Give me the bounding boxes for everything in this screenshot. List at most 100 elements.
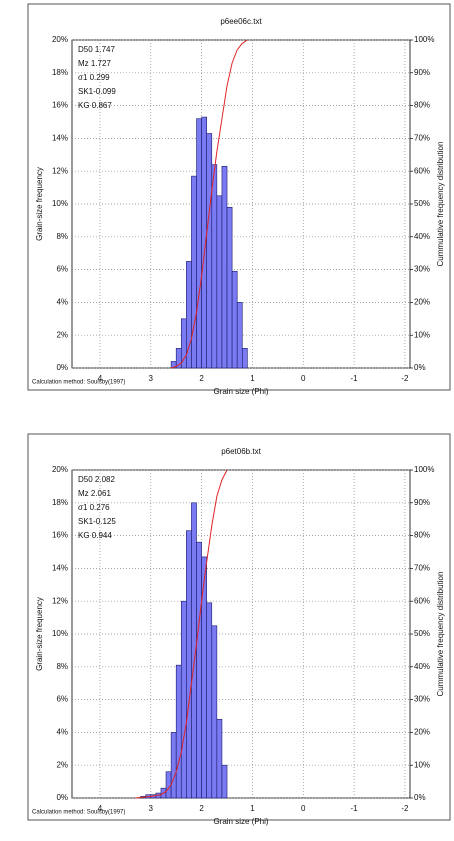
y-tick-label: 0% [56,793,68,802]
x-tick-label: 1 [250,374,255,383]
histogram-bar [180,600,187,799]
y-tick-label: 12% [52,166,68,175]
y-tick-label: 2% [56,330,68,339]
y-tick-label: 6% [56,265,68,274]
y-axis-label: Grain-size frequency [35,597,44,671]
histogram-bar [165,771,172,799]
y2-tick-label: 70% [414,134,430,143]
stat-label: σ1 0.276 [78,503,110,512]
y-tick-label: 8% [56,232,68,241]
cumulative-line [135,469,228,799]
histogram-bar [216,718,223,799]
y-tick-label: 14% [52,564,68,573]
histogram-bar [211,164,218,369]
x-axis-label: Grain size (Phi) [213,817,268,826]
y-tick-label: 10% [52,199,68,208]
histogram-bar [241,348,248,369]
y2-tick-label: 30% [414,695,430,704]
histogram-bar [180,318,187,369]
y2-tick-label: 90% [414,498,430,507]
y2-tick-label: 80% [414,531,430,540]
y-tick-label: 14% [52,134,68,143]
y-tick-label: 4% [56,728,68,737]
y2-tick-label: 90% [414,68,430,77]
y2-tick-label: 60% [414,596,430,605]
x-tick-label: -1 [351,804,359,813]
histogram-bar [226,206,233,369]
stat-label: D50 1.747 [78,45,115,54]
y2-tick-label: 20% [414,298,430,307]
chart-title: p6et06b.txt [221,447,261,456]
y2-tick-label: 70% [414,564,430,573]
stat-label: Mz 1.727 [78,59,111,68]
y2-axis-label: Cummulative frequency distribution [436,142,445,267]
y-tick-label: 20% [52,35,68,44]
histogram-bar [236,302,243,369]
y2-tick-label: 30% [414,265,430,274]
stat-label: σ1 0.299 [78,73,110,82]
y-tick-label: 12% [52,596,68,605]
y-tick-label: 16% [52,101,68,110]
y-tick-label: 8% [56,662,68,671]
x-tick-label: 4 [98,804,103,813]
histogram-bar [196,541,202,799]
y-tick-label: 10% [52,629,68,638]
y2-tick-label: 60% [414,166,430,175]
histogram-bar [206,602,213,799]
x-tick-label: -2 [401,374,409,383]
x-tick-label: -2 [401,804,409,813]
histogram-bar [211,625,218,799]
x-tick-label: 0 [301,374,306,383]
stat-label: KG 0.944 [78,531,112,540]
y-tick-label: 4% [56,298,68,307]
x-tick-label: 0 [301,804,306,813]
cumulative-line [170,39,248,369]
y2-tick-label: 0% [414,793,426,802]
y-tick-label: 20% [52,465,68,474]
x-axis-label: Grain size (Phi) [213,387,268,396]
x-tick-label: -1 [351,374,359,383]
method-note: Calculation method: Soulsby(1997) [32,380,125,386]
chart-frame [27,3,451,391]
stat-label: Mz 2.061 [78,489,111,498]
y-tick-label: 6% [56,695,68,704]
y-axis-label: Grain-size frequency [35,167,44,241]
y2-tick-label: 40% [414,232,430,241]
y-tick-label: 0% [56,363,68,372]
y-tick-label: 2% [56,760,68,769]
y2-axis-label: Cummulative frequency distribution [436,572,445,697]
histogram-bar [231,270,238,369]
stat-label: SK1-0.099 [78,87,116,96]
y2-tick-label: 100% [414,465,434,474]
x-tick-label: 1 [250,804,255,813]
x-tick-label: 2 [199,804,204,813]
method-note: Calculation method: Soulsby(1997) [32,810,125,816]
y2-tick-label: 10% [414,330,430,339]
histogram-bar [196,118,202,369]
y2-tick-label: 0% [414,363,426,372]
y2-tick-label: 20% [414,728,430,737]
histogram-bar [216,195,223,369]
histogram-bar [221,764,228,799]
y-tick-label: 16% [52,531,68,540]
y2-tick-label: 100% [414,35,434,44]
y2-tick-label: 40% [414,662,430,671]
stat-label: KG 0.867 [78,101,112,110]
histogram-bar [191,175,197,369]
x-tick-label: 4 [98,374,103,383]
stat-label: D50 2.082 [78,475,115,484]
y-tick-label: 18% [52,68,68,77]
y-tick-label: 18% [52,498,68,507]
stat-label: SK1-0.125 [78,517,116,526]
x-tick-label: 2 [199,374,204,383]
chart-title: p6ee06c.txt [220,17,262,26]
x-tick-label: 3 [149,374,154,383]
histogram-bar [221,165,228,369]
histogram-bar [186,530,192,799]
x-tick-label: 3 [149,804,154,813]
histogram-bar [206,133,213,369]
chart-frame [27,433,451,821]
y2-tick-label: 10% [414,760,430,769]
